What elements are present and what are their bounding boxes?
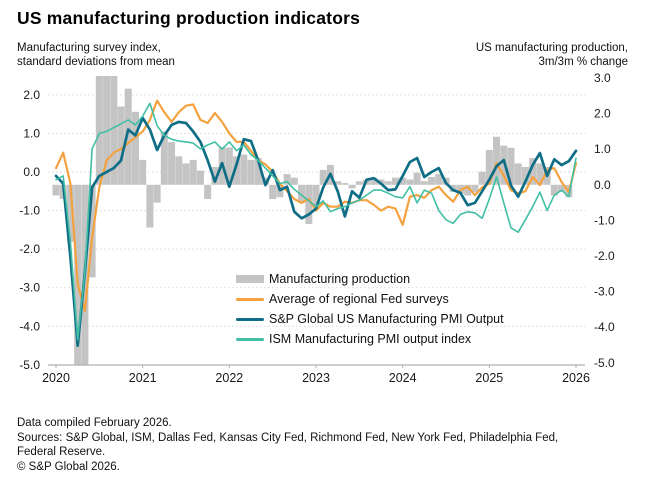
legend-item-1: Average of regional Fed surveys: [236, 289, 504, 309]
right-axis-tick-labels: 3.0 2.0 1.0 0.0 -1.0 -2.0 -3.0 -4.0 -5.0: [594, 71, 615, 370]
legend-label: Average of regional Fed surveys: [269, 292, 449, 306]
legend-item-3: ISM Manufacturing PMI output index: [236, 329, 504, 349]
legend-item-0: Manufacturing production: [236, 269, 504, 289]
left-tick-label: -3.0: [19, 281, 40, 295]
line-series-2: [55, 102, 577, 341]
x-tick-label: 2022: [215, 371, 243, 385]
right-axis-caption-line1: US manufacturing production,: [475, 42, 628, 54]
left-tick-label: -5.0: [19, 358, 40, 372]
legend-label: ISM Manufacturing PMI output index: [269, 332, 472, 346]
left-axis-caption-line2: standard deviations from mean: [17, 56, 175, 68]
right-tick-label: 2.0: [594, 107, 611, 121]
x-tick-label: 2023: [302, 371, 330, 385]
legend-label: S&P Global US Manufacturing PMI Output: [269, 312, 504, 326]
footnote-compiled: Data compiled February 2026.: [17, 417, 172, 429]
legend-swatch-bar-icon: [236, 275, 264, 283]
legend-item-2: S&P Global US Manufacturing PMI Output: [236, 309, 504, 329]
x-tick-label: 2020: [42, 371, 70, 385]
chart-legend: Manufacturing production Average of regio…: [236, 269, 504, 349]
legend-swatch-line-icon: [236, 317, 264, 321]
x-tick-label: 2026: [562, 371, 590, 385]
line-series-0: [54, 99, 578, 312]
footnote-sources: Sources: S&P Global, ISM, Dallas Fed, Ka…: [17, 431, 559, 444]
right-tick-label: -1.0: [594, 213, 615, 227]
x-tick-label: 2024: [389, 371, 417, 385]
left-tick-label: -2.0: [19, 242, 40, 256]
legend-swatch-line-icon: [236, 297, 264, 301]
right-tick-label: -5.0: [594, 356, 615, 370]
right-tick-label: 3.0: [594, 71, 611, 85]
chart-canvas: 2020 2021 2022 2023 2024 2025 2026 2.0 1.0 0.0 -1.…: [19, 71, 615, 385]
right-axis-caption: US manufacturing production, 3m/3m % cha…: [476, 41, 628, 69]
left-axis-tick-labels: 2.0 1.0 0.0 -1.0 -2.0 -3.0 -4.0 -5.0: [19, 88, 40, 372]
x-tick-label: 2025: [475, 371, 503, 385]
footnote-sources-cont: Federal Reserve.: [17, 446, 106, 458]
footnotes: Data compiled February 2026. Sources: S&…: [17, 416, 558, 474]
right-tick-label: 1.0: [594, 142, 611, 156]
right-tick-label: -2.0: [594, 249, 615, 263]
legend-label: Manufacturing production: [269, 272, 411, 286]
left-tick-label: -4.0: [19, 319, 40, 333]
right-tick-label: 0.0: [594, 178, 611, 192]
left-tick-label: -1.0: [19, 204, 40, 218]
left-tick-label: 1.0: [23, 126, 40, 140]
page-title: US manufacturing production indicators: [17, 8, 361, 28]
x-tick-label: 2021: [129, 371, 157, 385]
left-axis-caption: Manufacturing survey index, standard dev…: [17, 41, 175, 69]
left-axis-caption-line1: Manufacturing survey index,: [17, 42, 161, 54]
x-axis: 2020 2021 2022 2023 2024 2025 2026: [42, 364, 590, 385]
footnote-copyright: © S&P Global 2026.: [17, 460, 120, 473]
right-tick-label: -3.0: [594, 285, 615, 299]
left-tick-label: 0.0: [23, 165, 40, 179]
right-axis-caption-line2: 3m/3m % change: [538, 56, 629, 68]
left-tick-label: 2.0: [23, 88, 40, 102]
legend-swatch-line-icon: [236, 337, 264, 341]
line-series-1: [54, 116, 578, 347]
right-tick-label: -4.0: [594, 320, 615, 334]
